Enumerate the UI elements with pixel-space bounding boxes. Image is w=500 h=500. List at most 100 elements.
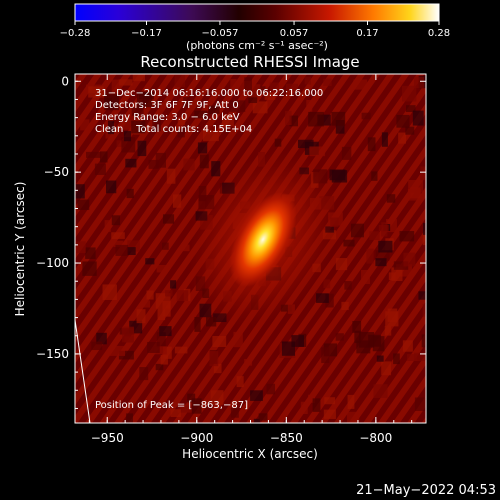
heatmap-pixel [126, 413, 133, 423]
heatmap-pixel [157, 308, 166, 321]
heatmap-pixel [343, 239, 355, 247]
heatmap-pixel [104, 94, 119, 111]
heatmap-pixel [124, 336, 134, 343]
heatmap-pixel [113, 240, 124, 247]
colorbar-tick-label: 0.057 [280, 28, 309, 39]
chart-title: Reconstructed RHESSI Image [140, 53, 359, 71]
heatmap-pixel [82, 261, 97, 276]
heatmap-pixel [335, 258, 348, 271]
heatmap-pixel [147, 341, 160, 353]
heatmap-pixel [127, 247, 136, 256]
heatmap-pixel [118, 79, 133, 86]
heatmap-pixel [77, 199, 90, 210]
heatmap-pixel [96, 332, 107, 345]
heatmap-pixel [107, 120, 115, 135]
heatmap-pixel [136, 309, 146, 324]
heatmap-pixel [139, 367, 149, 381]
heatmap-pixel [122, 326, 134, 343]
heatmap-pixel [289, 115, 298, 127]
heatmap-pixel [414, 397, 426, 411]
heatmap-pixel [208, 105, 220, 114]
heatmap-pixel [139, 92, 154, 100]
x-tick-label: −850 [270, 431, 303, 445]
heatmap-pixel [258, 413, 268, 421]
heatmap-pixel [248, 84, 261, 98]
heatmap-pixel [199, 154, 209, 169]
heatmap-pixel [407, 354, 418, 361]
heatmap-pixel [131, 107, 144, 117]
heatmap-pixel [335, 333, 344, 341]
heatmap-pixel [115, 244, 129, 256]
heatmap-pixel [207, 125, 218, 135]
heatmap-pixel [378, 240, 393, 253]
heatmap-pixel [163, 346, 172, 359]
heatmap-pixel [131, 120, 146, 134]
heatmap-pixel [367, 137, 376, 152]
heatmap-pixel [300, 401, 308, 415]
colorbar-unit-label: (photons cm⁻² s⁻¹ asec⁻²) [186, 39, 328, 52]
colorbar-tick-label: 0.28 [428, 28, 450, 39]
heatmap-pixel [341, 146, 352, 160]
source-emission [229, 191, 297, 287]
heatmap-pixel [321, 347, 330, 364]
heatmap-pixel [211, 161, 221, 177]
heatmap-pixel [378, 224, 389, 232]
heatmap-pixel [85, 247, 96, 259]
heatmap-pixel [213, 363, 222, 374]
heatmap-pixel [162, 214, 175, 224]
heatmap-pixel [210, 390, 224, 405]
colorbar-gradient [74, 3, 440, 22]
y-tick-label: 0 [61, 74, 69, 88]
y-axis-label: Heliocentric Y (arcsec) [13, 182, 27, 317]
heatmap-pixel [413, 76, 425, 89]
heatmap-pixel [174, 74, 186, 88]
heatmap-pixel [361, 269, 370, 285]
heatmap-pixel [335, 120, 345, 134]
heatmap-pixel [403, 252, 416, 267]
x-tick-label: −800 [359, 431, 392, 445]
y-tick-label: −50 [44, 165, 69, 179]
heatmap-pixel [308, 111, 324, 127]
heatmap-pixel [414, 352, 426, 362]
heatmap-pixel [291, 335, 304, 347]
heatmap-pixel [407, 188, 421, 201]
heatmap-pixel [165, 290, 173, 297]
heatmap-pixel [174, 346, 188, 354]
heatmap-pixel [88, 86, 105, 98]
heatmap-pixel [162, 242, 169, 250]
heatmap-pixel [198, 186, 207, 202]
heatmap-pixel [381, 361, 392, 376]
heatmap-pixel [422, 233, 426, 246]
annotations: 31−Dec−2014 06:16:16.000 to 06:22:16.000… [95, 88, 323, 411]
render-timestamp: 21−May−2022 04:53 [356, 483, 496, 498]
heatmap-pixel [421, 334, 426, 348]
heatmap-pixel [123, 131, 132, 142]
solar-limb-line [75, 319, 91, 423]
heatmap-pixel [212, 335, 227, 347]
heatmap-pixel [269, 82, 279, 92]
y-axis: 0 −50 −100 −150 [36, 74, 426, 409]
heatmap-pixel [399, 231, 415, 242]
heatmap-pixel [229, 100, 246, 112]
heatmap-pixel [187, 393, 196, 403]
annotation-time-range: 31−Dec−2014 06:16:16.000 to 06:22:16.000 [95, 88, 323, 99]
heatmap-pixel [274, 138, 282, 147]
heatmap-pixel [191, 398, 202, 414]
heatmap-pixel [116, 140, 126, 147]
heatmap-pixel [222, 114, 234, 127]
heatmap-pixel [230, 407, 239, 418]
heatmap-pixel [323, 279, 331, 289]
heatmap-pixel [317, 114, 331, 126]
heatmap-pixel [132, 74, 146, 82]
heatmap-pixel [141, 300, 151, 308]
heatmap-pixel [209, 351, 219, 367]
heatmap-pixel [398, 132, 407, 144]
heatmap-pixel [194, 317, 201, 332]
heatmap-pixel [104, 220, 111, 232]
heatmap-pixel [347, 394, 355, 409]
heatmap-pixel [156, 332, 166, 348]
heatmap-pixel [371, 171, 378, 181]
heatmap-pixel [105, 180, 117, 194]
plot-area [75, 74, 426, 423]
heatmap-pixel [177, 117, 186, 125]
